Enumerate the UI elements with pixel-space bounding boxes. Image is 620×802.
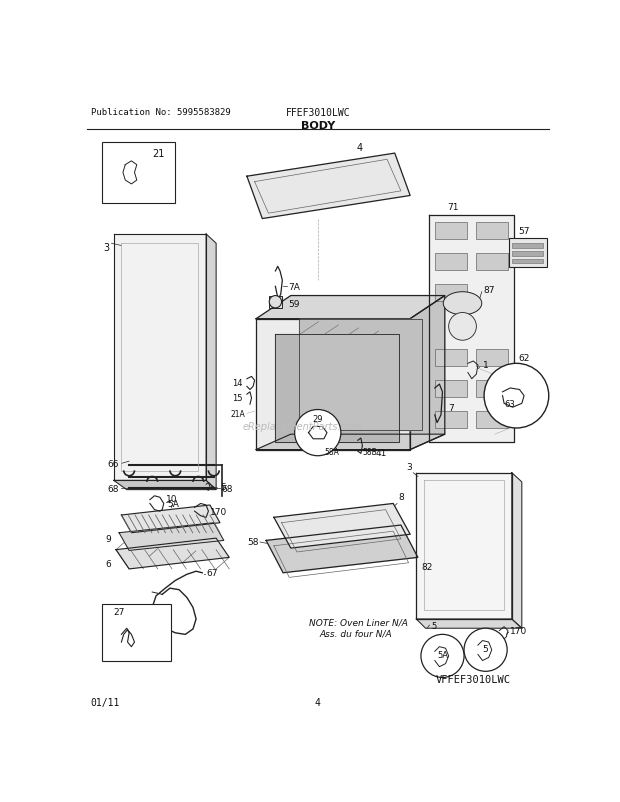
Text: 3: 3	[406, 463, 412, 472]
Circle shape	[294, 410, 341, 456]
Text: 21: 21	[152, 148, 164, 159]
Polygon shape	[275, 334, 399, 443]
Bar	[476, 350, 508, 367]
Text: 8: 8	[399, 492, 404, 501]
Polygon shape	[206, 235, 216, 490]
Text: Ass. du four N/A: Ass. du four N/A	[319, 629, 392, 638]
Text: 15: 15	[232, 394, 243, 403]
Text: 66: 66	[108, 460, 119, 468]
Text: 58B: 58B	[363, 447, 377, 456]
Text: 5: 5	[432, 621, 437, 630]
Text: FFEF3010LWC: FFEF3010LWC	[285, 107, 350, 118]
Text: 01/11: 01/11	[91, 697, 120, 707]
Text: 9: 9	[105, 534, 112, 543]
Bar	[508, 238, 547, 268]
Text: 10: 10	[166, 495, 177, 504]
Bar	[102, 143, 175, 204]
Bar	[476, 254, 508, 271]
Text: eReplacementParts.com: eReplacementParts.com	[242, 422, 362, 432]
Bar	[476, 223, 508, 240]
Text: 71: 71	[447, 203, 459, 212]
Text: 27: 27	[113, 608, 124, 617]
Text: 29: 29	[312, 414, 323, 423]
Bar	[435, 285, 467, 302]
Polygon shape	[256, 319, 410, 450]
Text: NOTE: Oven Liner N/A: NOTE: Oven Liner N/A	[309, 618, 407, 626]
Bar	[512, 259, 542, 264]
Text: 4: 4	[356, 143, 362, 152]
Polygon shape	[119, 523, 224, 551]
Polygon shape	[256, 296, 445, 319]
Bar	[476, 411, 508, 428]
Text: 82: 82	[422, 562, 433, 571]
Text: 170: 170	[510, 626, 528, 635]
Polygon shape	[430, 216, 514, 443]
Circle shape	[464, 629, 507, 671]
Bar	[435, 254, 467, 271]
Text: 58: 58	[247, 538, 259, 547]
Text: 62: 62	[518, 354, 529, 363]
Bar	[512, 252, 542, 256]
Text: BODY: BODY	[301, 121, 335, 131]
Polygon shape	[416, 619, 522, 629]
Circle shape	[449, 313, 476, 341]
Polygon shape	[266, 525, 418, 573]
Text: 41: 41	[376, 448, 387, 458]
Text: 21A: 21A	[231, 409, 246, 419]
Text: 3: 3	[104, 242, 110, 253]
Text: 4: 4	[315, 697, 321, 707]
Bar	[435, 350, 467, 367]
Text: 57: 57	[518, 227, 530, 237]
Text: 6: 6	[105, 559, 112, 569]
Bar	[435, 223, 467, 240]
Ellipse shape	[443, 293, 482, 315]
Polygon shape	[274, 504, 410, 549]
Polygon shape	[113, 480, 216, 490]
Text: VFFEF3010LWC: VFFEF3010LWC	[436, 674, 511, 684]
Polygon shape	[410, 296, 445, 450]
Circle shape	[484, 364, 549, 428]
Polygon shape	[298, 319, 422, 431]
Polygon shape	[256, 435, 445, 450]
Text: 170: 170	[210, 507, 227, 516]
Bar	[102, 604, 172, 662]
Text: Publication No: 5995583829: Publication No: 5995583829	[91, 107, 231, 117]
Text: 68: 68	[108, 484, 119, 493]
Text: 5: 5	[220, 483, 226, 492]
Bar	[269, 296, 281, 309]
Text: 5A: 5A	[437, 650, 448, 659]
Circle shape	[269, 296, 281, 309]
Polygon shape	[113, 235, 206, 480]
Text: 7A: 7A	[288, 282, 300, 291]
Polygon shape	[247, 154, 410, 219]
Polygon shape	[512, 473, 522, 629]
Circle shape	[421, 634, 464, 678]
Bar	[512, 244, 542, 249]
Polygon shape	[416, 473, 512, 619]
Bar	[435, 381, 467, 398]
Text: 67: 67	[206, 569, 218, 577]
Bar	[476, 381, 508, 398]
Text: 68: 68	[221, 484, 233, 493]
Text: 1: 1	[484, 361, 489, 370]
Text: 5A: 5A	[167, 500, 179, 508]
Text: 5: 5	[483, 644, 489, 653]
Polygon shape	[116, 538, 229, 569]
Text: 59: 59	[288, 299, 300, 309]
Text: 87: 87	[484, 286, 495, 294]
Text: 58A: 58A	[324, 447, 339, 456]
Text: 63: 63	[505, 399, 516, 408]
Bar	[435, 411, 467, 428]
Text: 7: 7	[449, 403, 454, 412]
Polygon shape	[122, 505, 220, 533]
Text: 14: 14	[232, 379, 243, 387]
